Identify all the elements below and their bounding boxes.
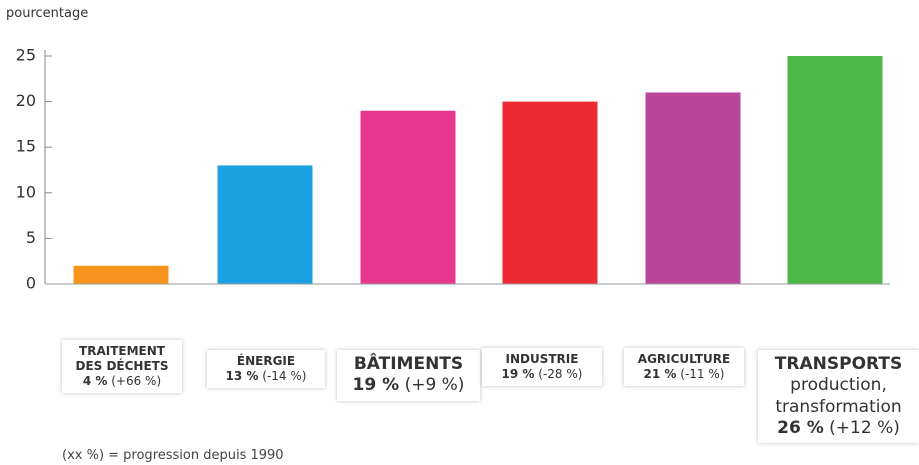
footnote: (xx %) = progression depuis 1990 <box>62 448 284 463</box>
category-name: TRAITEMENT DES DÉCHETS <box>75 344 169 373</box>
bar <box>502 101 598 284</box>
share-line: 21 % (-11 %) <box>630 367 738 382</box>
category-name: AGRICULTURE <box>637 352 731 366</box>
category-box: BÂTIMENTS 19 % (+9 %) <box>337 350 480 401</box>
share-line: 13 % (-14 %) <box>213 369 319 384</box>
category-name: BÂTIMENTS <box>353 354 464 374</box>
share: 4 % <box>82 374 108 388</box>
change: (-11 %) <box>680 367 725 381</box>
share: 19 % <box>501 367 535 381</box>
category-box: TRAITEMENT DES DÉCHETS 4 % (+66 %) <box>62 340 182 393</box>
share-line: 4 % (+66 %) <box>68 374 176 389</box>
y-tick-label: 25 <box>16 46 36 65</box>
category-name: INDUSTRIE <box>505 352 579 366</box>
category-name: TRANSPORTS <box>774 354 903 374</box>
share: 21 % <box>643 367 677 381</box>
category-detail: production, transformation <box>775 375 902 417</box>
bar <box>73 265 169 284</box>
change: (-14 %) <box>262 369 307 383</box>
bar <box>217 165 313 284</box>
share-line: 19 % (+9 %) <box>343 375 474 396</box>
share-line: 19 % (-28 %) <box>488 367 596 382</box>
change: (+9 %) <box>404 375 465 396</box>
share: 26 % <box>777 417 824 438</box>
bar <box>787 56 883 284</box>
category-name: ÉNERGIE <box>236 354 296 368</box>
category-box: AGRICULTURE 21 % (-11 %) <box>624 348 744 386</box>
change: (+12 %) <box>829 417 900 438</box>
share: 19 % <box>352 375 400 396</box>
category-box: TRANSPORTS production, transformation 26 %… <box>758 350 919 443</box>
bar <box>645 92 741 284</box>
y-tick-label: 5 <box>26 228 36 247</box>
y-tick-label: 20 <box>16 91 36 110</box>
category-box: ÉNERGIE 13 % (-14 %) <box>207 350 325 388</box>
change: (-28 %) <box>538 367 583 381</box>
y-axis-label: pourcentage <box>6 6 88 21</box>
y-tick-label: 0 <box>26 274 36 293</box>
y-tick-label: 10 <box>16 182 36 201</box>
share: 13 % <box>225 369 259 383</box>
share-line: 26 % (+12 %) <box>764 418 913 439</box>
change: (+66 %) <box>111 374 162 388</box>
y-tick-label: 15 <box>16 137 36 156</box>
bar <box>360 110 456 284</box>
category-box: INDUSTRIE 19 % (-28 %) <box>482 348 602 386</box>
